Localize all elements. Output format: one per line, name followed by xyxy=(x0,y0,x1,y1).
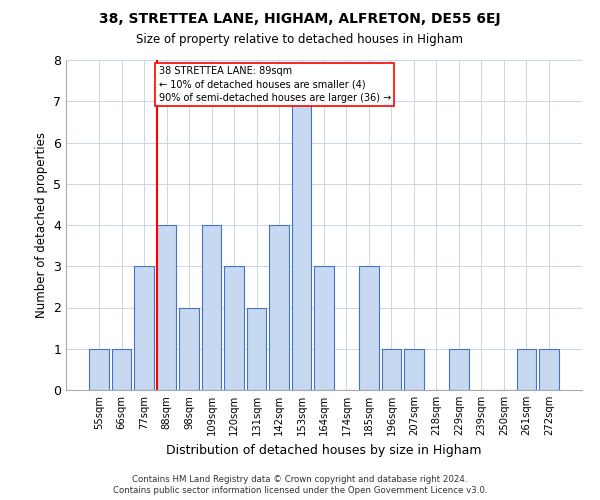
Bar xyxy=(404,349,424,390)
Bar xyxy=(202,225,221,390)
Bar xyxy=(89,349,109,390)
Bar xyxy=(112,349,131,390)
Bar xyxy=(382,349,401,390)
Text: Contains HM Land Registry data © Crown copyright and database right 2024.: Contains HM Land Registry data © Crown c… xyxy=(132,475,468,484)
Bar xyxy=(449,349,469,390)
Bar xyxy=(247,308,266,390)
Y-axis label: Number of detached properties: Number of detached properties xyxy=(35,132,47,318)
Bar xyxy=(292,101,311,390)
Bar xyxy=(517,349,536,390)
Bar xyxy=(179,308,199,390)
Text: Size of property relative to detached houses in Higham: Size of property relative to detached ho… xyxy=(137,32,464,46)
Bar xyxy=(134,266,154,390)
Text: 38, STRETTEA LANE, HIGHAM, ALFRETON, DE55 6EJ: 38, STRETTEA LANE, HIGHAM, ALFRETON, DE5… xyxy=(99,12,501,26)
Text: 38 STRETTEA LANE: 89sqm
← 10% of detached houses are smaller (4)
90% of semi-det: 38 STRETTEA LANE: 89sqm ← 10% of detache… xyxy=(158,66,391,102)
Bar xyxy=(539,349,559,390)
Bar xyxy=(359,266,379,390)
Bar xyxy=(314,266,334,390)
Bar xyxy=(224,266,244,390)
Bar xyxy=(269,225,289,390)
Text: Contains public sector information licensed under the Open Government Licence v3: Contains public sector information licen… xyxy=(113,486,487,495)
X-axis label: Distribution of detached houses by size in Higham: Distribution of detached houses by size … xyxy=(166,444,482,456)
Bar xyxy=(157,225,176,390)
